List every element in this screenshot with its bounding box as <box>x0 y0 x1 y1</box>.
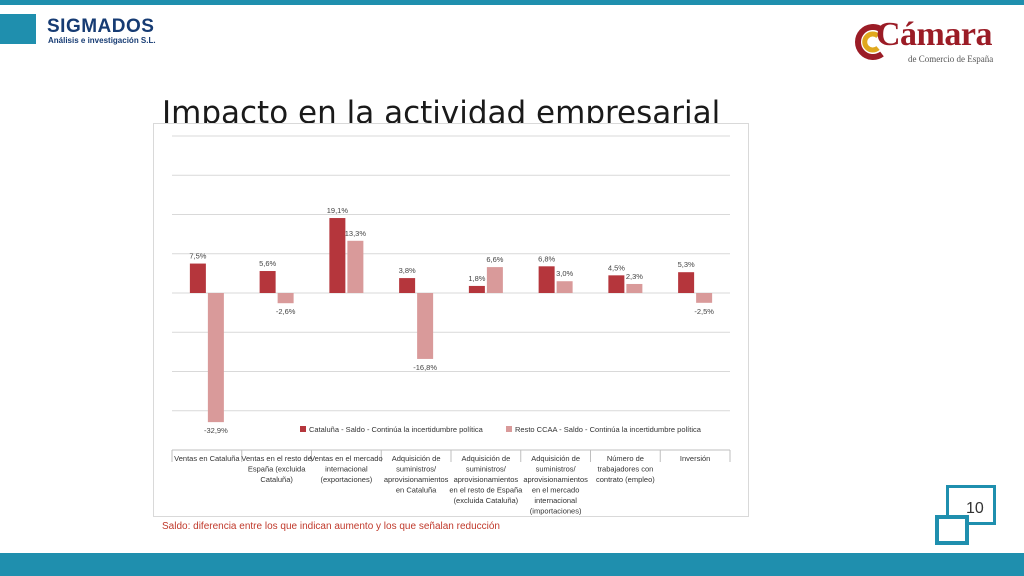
bar-series1 <box>538 266 555 293</box>
camara-logo: Cámara de Comercio de España <box>852 16 1004 66</box>
data-label: 6,8% <box>538 254 555 263</box>
x-tick-label: Adquisición de suministros/aprovisionamie… <box>449 454 523 505</box>
data-label: 3,0% <box>556 269 573 278</box>
bar-series1 <box>468 285 485 293</box>
data-label: -2,6% <box>276 307 296 316</box>
decorative-square-outline <box>946 485 996 525</box>
data-label: 1,8% <box>468 274 485 283</box>
chart-x-axis: Ventas en Cataluña Ventas en el resto de E… <box>171 449 731 516</box>
bar-series2 <box>207 293 224 423</box>
chart-bars <box>189 218 713 423</box>
sigmados-logo-square <box>0 14 36 44</box>
bar-series2 <box>556 281 573 293</box>
camara-logo-tagline: de Comercio de España <box>908 54 994 64</box>
bar-series2 <box>277 293 294 304</box>
x-tick-label: Número de trabajadores con contrato (emple… <box>596 454 655 484</box>
legend-swatch-series1 <box>300 426 306 432</box>
x-tick-label: Inversión <box>680 454 710 463</box>
bar-series2 <box>486 267 503 293</box>
top-accent-bar <box>0 0 1024 5</box>
page-number: 10 <box>966 500 984 517</box>
sigmados-logo-name: SIGMADOS <box>47 16 155 37</box>
bar-series1 <box>399 278 416 293</box>
data-label: -16,8% <box>413 363 437 372</box>
bar-series2 <box>696 293 713 303</box>
camara-logo-name: Cámara <box>876 16 992 53</box>
data-label: 5,6% <box>259 259 276 268</box>
x-tick-label: Adquisición de suministros/aprovisionamie… <box>384 454 449 495</box>
bar-series1 <box>189 263 206 293</box>
bar-series2 <box>417 293 434 359</box>
data-label: 6,6% <box>486 255 503 264</box>
bar-chart: 7,5% 5,6% 19,1% 3,8% 1,8% 6,8% 4,5% 5,3% -32,9% -… <box>171 135 731 516</box>
data-label: -2,5% <box>694 307 714 316</box>
chart-data-labels: 7,5% 5,6% 19,1% 3,8% 1,8% 6,8% 4,5% 5,3% -32,9% -… <box>189 206 714 435</box>
bar-series2 <box>347 240 364 293</box>
bottom-accent-bar <box>0 553 1024 576</box>
camara-c-icon <box>855 24 884 60</box>
x-tick-label: Adquisición de suministros/aprovisionamie… <box>523 454 588 516</box>
x-tick-label: Ventas en Cataluña <box>174 454 240 463</box>
x-tick-label: Ventas en el resto de España (excluida Cat… <box>241 454 311 484</box>
data-label: 7,5% <box>189 252 206 261</box>
data-label: 2,3% <box>626 272 643 281</box>
chart-gridlines <box>172 135 730 451</box>
sigmados-logo-tagline: Análisis e investigación S.L. <box>48 36 156 45</box>
data-label: 4,5% <box>608 263 625 272</box>
legend-label-series2: Resto CCAA - Saldo - Continúa la incerti… <box>515 425 702 434</box>
data-label: 5,3% <box>678 260 695 269</box>
bar-series1 <box>678 272 695 293</box>
chart-legend: Cataluña - Saldo - Continúa la incertidu… <box>300 425 702 434</box>
footnote: Saldo: diferencia entre los que indican … <box>162 521 500 532</box>
bar-series1 <box>608 275 625 293</box>
data-label: 19,1% <box>327 206 349 215</box>
legend-label-series1: Cataluña - Saldo - Continúa la incertidu… <box>309 425 484 434</box>
data-label: 3,8% <box>399 266 416 275</box>
bar-series2 <box>626 283 643 293</box>
legend-swatch-series2 <box>506 426 512 432</box>
data-label: 13,3% <box>345 229 367 238</box>
bar-series1 <box>329 218 346 293</box>
chart-frame: 7,5% 5,6% 19,1% 3,8% 1,8% 6,8% 4,5% 5,3% -32,9% -… <box>153 123 749 517</box>
data-label: -32,9% <box>204 426 228 435</box>
x-tick-label: Ventas en el mercado internacional (export… <box>310 454 383 484</box>
decorative-square-small <box>935 515 969 545</box>
bar-series1 <box>259 271 276 293</box>
